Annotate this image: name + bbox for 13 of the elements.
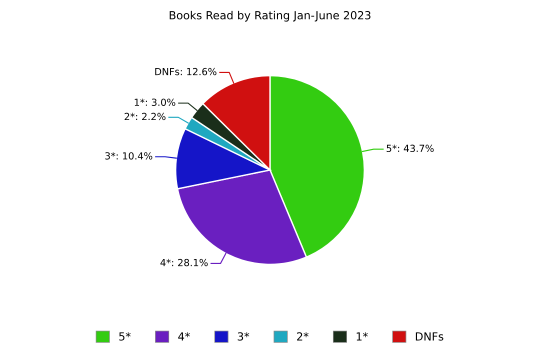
legend-label: DNFs [416, 332, 444, 341]
legend-label: 4* [178, 332, 190, 340]
data-label: 5*: 43.7% [386, 144, 434, 152]
legend-label: 1* [356, 332, 368, 340]
legend-label: 3* [238, 332, 250, 341]
chart-title: Books Read by Rating Jan-June 2023 [170, 10, 370, 22]
data-label: 2*: 2.2% [124, 112, 166, 120]
data-label: 3*: 10.4% [105, 152, 152, 160]
data-label: 4*: 28.1% [160, 258, 208, 266]
legend-label: 2* [297, 332, 309, 340]
data-label: DNFs: 12.6% [155, 68, 216, 76]
data-label: 1*: 3.0% [134, 98, 176, 106]
legend-label: 5* [119, 332, 131, 341]
